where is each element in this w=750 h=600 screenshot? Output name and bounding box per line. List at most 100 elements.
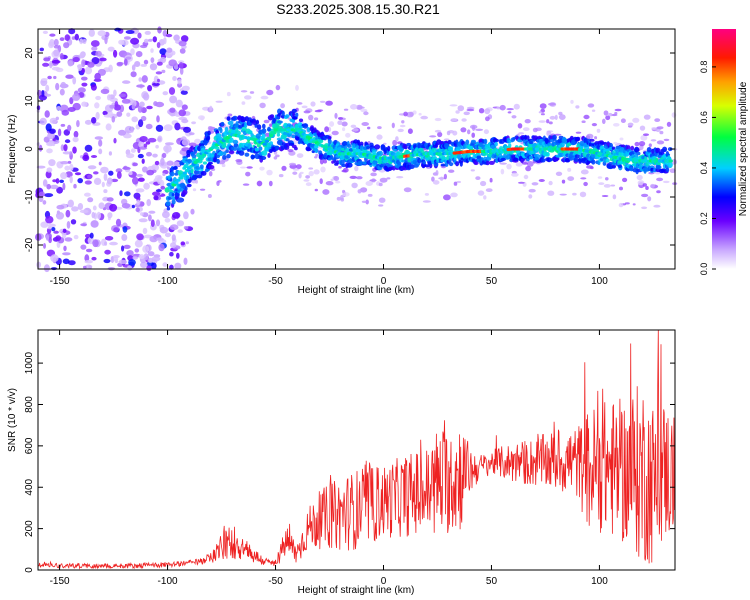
spectrogram-cell — [163, 144, 172, 153]
spectrogram-cell — [575, 131, 582, 134]
spectrogram-cell — [656, 126, 664, 130]
spectrogram-cell — [306, 147, 312, 152]
spectrogram-cell — [391, 165, 396, 171]
spectrogram-cell — [422, 160, 427, 165]
spectrogram-cell — [226, 91, 231, 97]
spectrogram-cell — [350, 104, 358, 110]
spectrogram-cell — [403, 187, 412, 193]
spectrogram-cell — [146, 199, 151, 207]
spectrogram-cell — [50, 254, 59, 263]
spectrogram-cell — [634, 146, 640, 153]
spectrogram-cell — [342, 127, 346, 132]
spectrogram-cell — [643, 114, 651, 120]
spectrogram-cell — [553, 133, 562, 136]
spectrogram-cell — [74, 33, 80, 41]
spectrogram-cell — [95, 111, 100, 120]
spectrogram-cell — [330, 178, 334, 181]
spectrogram-cell — [135, 51, 143, 58]
spectrogram-cell — [256, 124, 262, 130]
spectrogram-cell — [130, 148, 136, 153]
spectrogram-cell — [84, 264, 93, 270]
spectrogram-cell — [261, 150, 268, 156]
spectrogram-cell — [157, 135, 163, 143]
spectrogram-cell — [138, 254, 145, 260]
spectrogram-cell — [98, 139, 103, 147]
spectrogram-cell — [437, 131, 443, 138]
spectrogram-cell — [48, 159, 56, 167]
spectrogram-cell — [51, 59, 61, 64]
spectrogram-cell — [181, 138, 191, 146]
spectrogram-cell — [159, 48, 167, 55]
spectrogram-cell — [359, 141, 364, 146]
spectrogram-cell — [43, 264, 50, 273]
spectrogram-cell — [446, 130, 451, 136]
spectrogram-cell — [559, 142, 565, 148]
spectrogram-cell — [269, 114, 275, 119]
spectrogram-cell — [642, 183, 647, 187]
spectrogram-cell — [60, 144, 65, 152]
spectrogram-cell — [177, 78, 182, 85]
spectrogram-cell — [296, 153, 304, 159]
spectrogram-cell — [357, 189, 362, 194]
spectrogram-cell — [111, 178, 119, 183]
spectrogram-cell — [534, 156, 540, 161]
spectrogram-cell — [51, 227, 56, 232]
spectrogram-cell — [179, 48, 186, 54]
spectrogram-cell — [145, 123, 153, 130]
spectrogram-cell — [302, 123, 309, 129]
spectrogram-cell — [124, 125, 134, 134]
spectrogram-cell — [38, 191, 46, 197]
spectrogram-cell — [473, 161, 479, 166]
spectrogram-cell — [443, 138, 450, 141]
spectrogram-cell — [406, 111, 414, 118]
spectrogram-cell — [228, 150, 235, 154]
spectrogram-cell — [613, 141, 618, 145]
spectrogram-cell — [523, 174, 529, 180]
spectrogram-cell — [578, 152, 582, 156]
spectrogram-cell — [228, 137, 234, 143]
spectrogram-cell — [84, 66, 93, 75]
spectrogram-cell — [492, 137, 498, 144]
spectrogram-cell — [632, 203, 636, 206]
spectrogram-cell — [371, 178, 376, 183]
spectrogram-cell — [172, 161, 181, 168]
spectrogram-cell — [72, 146, 77, 154]
spectrogram-cell — [186, 183, 192, 188]
spectrogram-cell — [59, 37, 65, 41]
spectrogram-cell — [511, 172, 519, 177]
spectrogram-cell — [261, 133, 266, 139]
spectrogram-cell — [46, 183, 51, 190]
spectrogram-cell — [287, 133, 291, 137]
spectrogram-cell — [315, 153, 319, 157]
spectrogram-cell — [176, 178, 181, 182]
spectrogram-cell — [74, 172, 82, 176]
spectrogram-cell — [69, 175, 73, 184]
spectrogram-cell — [139, 136, 148, 143]
spectrogram-cell — [152, 153, 158, 158]
spectrogram-cell — [567, 167, 572, 172]
spectrogram-cell — [96, 211, 102, 220]
spectrogram-cell — [605, 177, 609, 181]
spectrogram-cell — [77, 87, 86, 93]
spectrogram-cell — [268, 180, 273, 187]
snr-ytick-label: 600 — [24, 437, 35, 454]
spectrogram-cell — [566, 142, 572, 147]
spectrogram-cell — [521, 162, 529, 165]
spectrogram-cell — [318, 139, 324, 144]
spectrogram-cell — [488, 160, 495, 165]
spectrogram-cell — [548, 102, 556, 106]
spectrogram-cell — [114, 104, 122, 111]
spectrogram-cell — [178, 40, 187, 47]
spectrogram-cell — [511, 115, 517, 119]
spectrogram-cell — [650, 139, 657, 142]
spectrogram-cell — [196, 174, 203, 179]
spectrogram-cell — [60, 172, 68, 180]
spectrogram-cell — [128, 171, 133, 176]
spectrogram-cell — [555, 171, 563, 176]
spectrogram-cell — [483, 138, 488, 145]
spectrogram-cell — [188, 142, 197, 147]
spectrogram-cell — [45, 84, 50, 92]
spectrogram-cell — [281, 110, 285, 117]
spectrogram-cell — [126, 250, 134, 257]
